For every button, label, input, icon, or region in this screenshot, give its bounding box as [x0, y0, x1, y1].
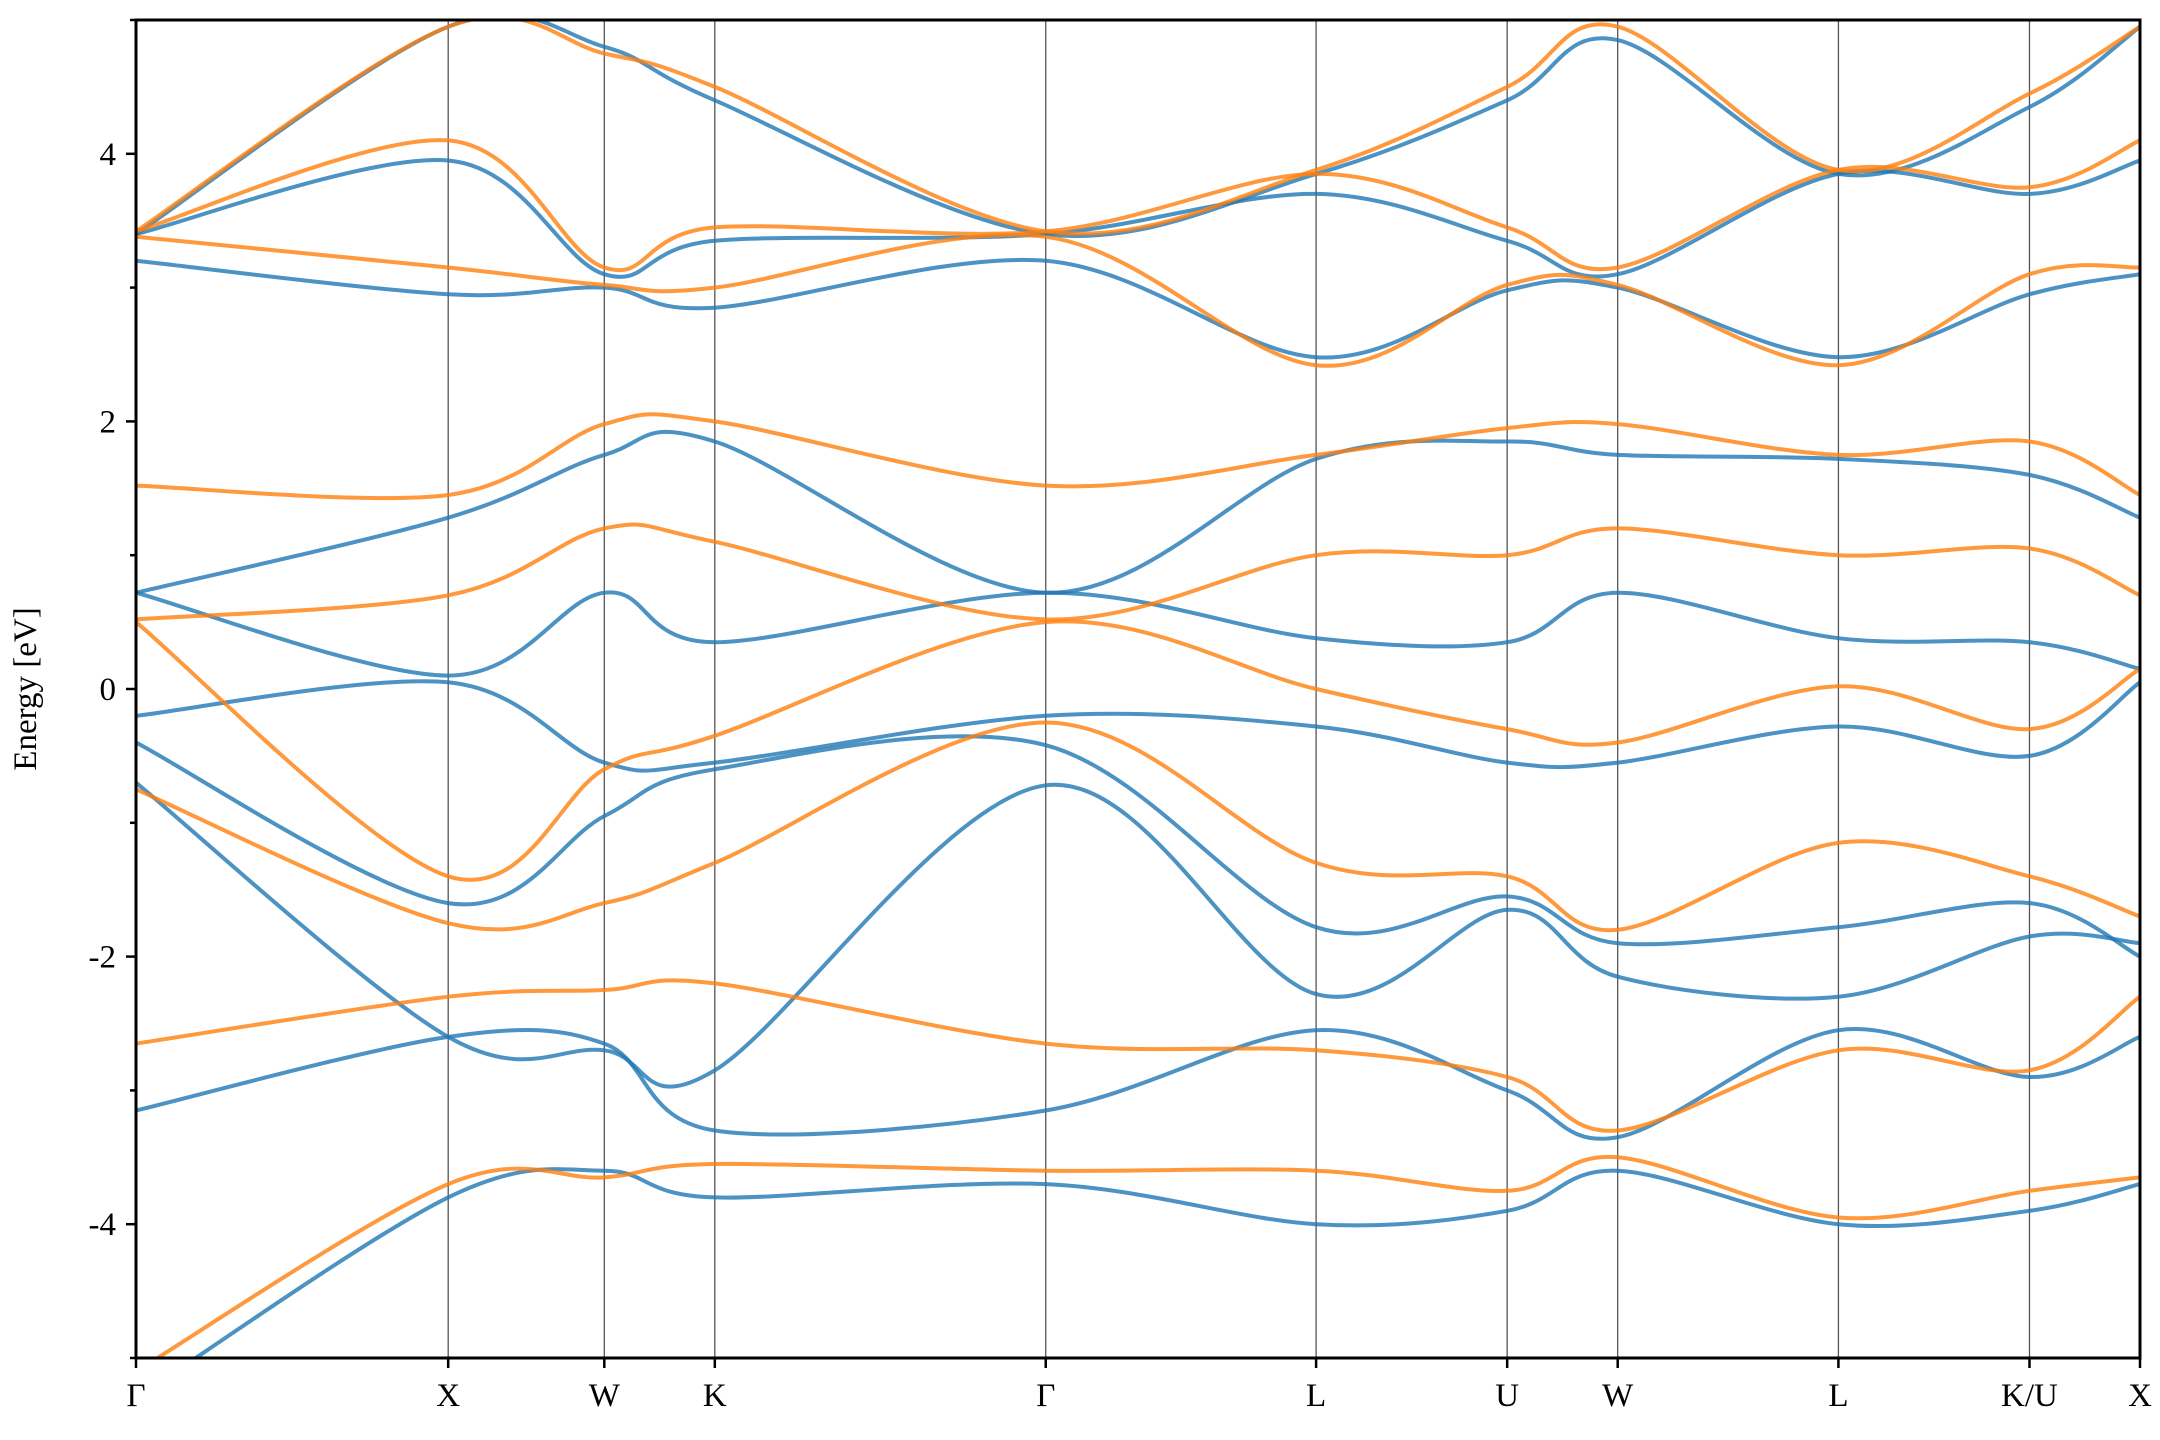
- band-line: [136, 20, 2140, 238]
- band-line: [136, 522, 2140, 622]
- band-line: [153, 1154, 2140, 1358]
- x-axis: Γ X W K Γ L U W L K/U X: [126, 1358, 2152, 1414]
- band-line: [136, 590, 2140, 678]
- y-tick-label: 2: [100, 404, 117, 440]
- x-tick-label: K: [703, 1378, 727, 1414]
- band-line: [136, 232, 2140, 368]
- x-tick-label: Γ: [126, 1378, 145, 1414]
- y-tick-label: -2: [89, 940, 117, 976]
- x-tick-label: Γ: [1036, 1378, 1055, 1414]
- band-line: [136, 412, 2140, 501]
- band-line: [136, 20, 2140, 236]
- series-orange-bands: [136, 20, 2140, 1358]
- x-tick-label: X: [436, 1378, 460, 1414]
- band-series: [136, 20, 2140, 1358]
- band-line: [136, 429, 2140, 595]
- y-tick-label: 4: [100, 137, 117, 173]
- x-tick-label: W: [589, 1378, 621, 1414]
- band-line: [136, 734, 2140, 959]
- band-line: [136, 679, 2140, 773]
- y-tick-label: 0: [100, 672, 117, 708]
- band-line: [136, 257, 2140, 360]
- band-line: [136, 619, 2140, 882]
- band-line: [136, 1027, 2140, 1141]
- x-tick-label: X: [2128, 1378, 2152, 1414]
- band-line: [136, 138, 2140, 273]
- x-tick-label: W: [1602, 1378, 1634, 1414]
- x-tick-label: L: [1828, 1378, 1848, 1414]
- band-line: [192, 1167, 2140, 1358]
- y-axis: -4 -2 0 2 4: [89, 18, 136, 1360]
- high-symmetry-lines: [447, 20, 2031, 1358]
- x-tick-label: K/U: [2001, 1378, 2058, 1414]
- band-line: [136, 781, 2140, 1089]
- band-line: [136, 158, 2140, 279]
- band-line: [136, 978, 2140, 1133]
- y-tick-label: -4: [89, 1207, 117, 1243]
- x-tick-label: L: [1306, 1378, 1326, 1414]
- band-line: [136, 720, 2140, 933]
- y-axis-title: Energy [eV]: [8, 607, 44, 770]
- x-tick-label: U: [1495, 1378, 1519, 1414]
